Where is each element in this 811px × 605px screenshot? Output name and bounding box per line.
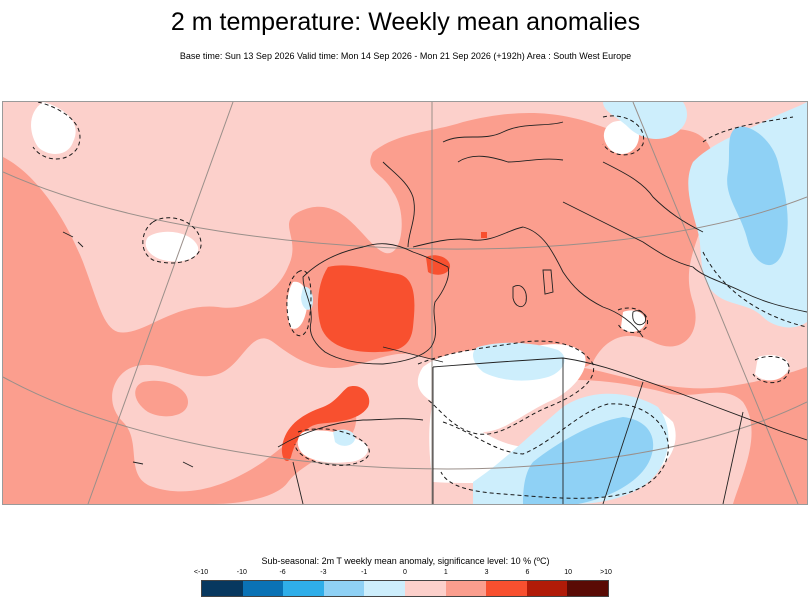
legend-tick-label: >10 — [600, 569, 612, 576]
legend-swatch — [445, 581, 487, 596]
legend-tick-label: -3 — [320, 569, 327, 576]
legend-swatch — [283, 581, 324, 596]
chart-subtitle: Base time: Sun 13 Sep 2026 Valid time: M… — [179, 51, 632, 61]
legend-swatch — [202, 581, 243, 596]
legend-tick-label: -1 — [361, 569, 368, 576]
legend-swatch — [323, 581, 365, 596]
legend-tick-label: 0 — [403, 569, 407, 576]
anomaly-map — [2, 101, 808, 505]
color-legend-bar — [201, 580, 609, 597]
legend-tick-label: <-10 — [193, 569, 209, 576]
legend-tick-label: -6 — [279, 569, 286, 576]
legend-tick-label: 3 — [484, 569, 489, 576]
legend-title: Sub-seasonal: 2m T weekly mean anomaly, … — [261, 556, 550, 566]
legend-swatch — [567, 581, 608, 596]
legend-swatch — [526, 581, 568, 596]
chart-title: 2 m temperature: Weekly mean anomalies — [170, 8, 641, 36]
legend-tick-label: 10 — [564, 569, 573, 576]
legend-tick-label: 6 — [525, 569, 530, 576]
significance-contours — [32, 102, 807, 499]
map-coastlines — [62, 121, 807, 504]
map-canvas — [3, 102, 807, 504]
legend-tick-label: 1 — [443, 569, 448, 576]
legend-swatch — [242, 581, 284, 596]
legend-tick-label: -10 — [236, 569, 247, 576]
legend-swatch — [404, 581, 446, 596]
legend-swatch — [486, 581, 527, 596]
legend-swatch — [364, 581, 405, 596]
